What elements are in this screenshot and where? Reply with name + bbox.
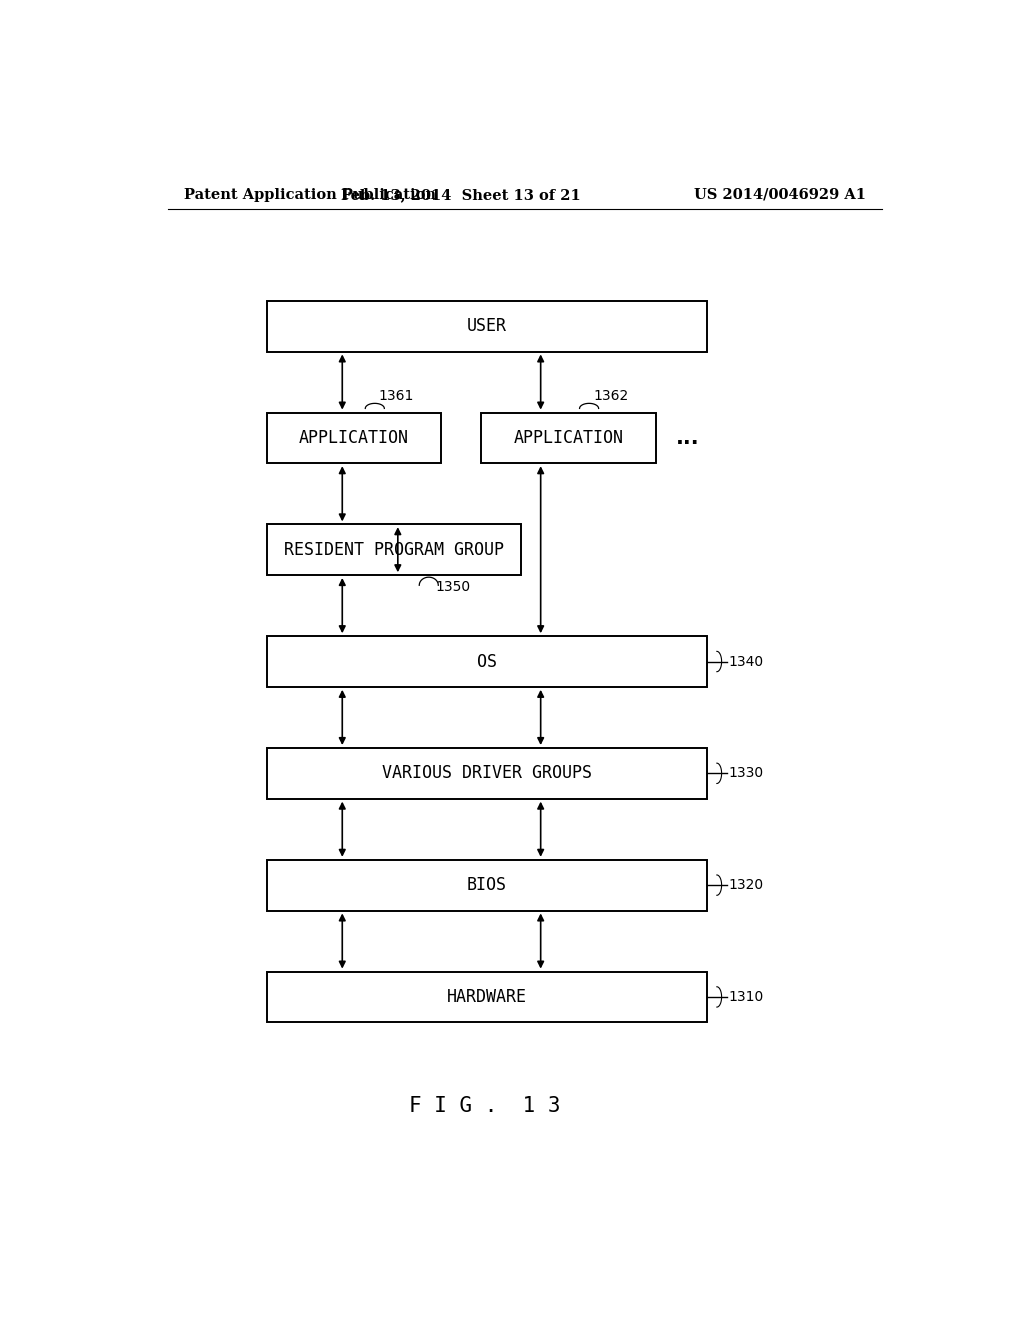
Bar [267,859,708,911]
Text: F I G .  1 3: F I G . 1 3 [410,1096,561,1115]
Text: APPLICATION: APPLICATION [513,429,624,447]
Bar [267,301,708,351]
Text: 1330: 1330 [729,767,764,780]
Bar [267,748,708,799]
Text: 1361: 1361 [379,389,414,404]
Text: 1340: 1340 [729,655,764,668]
Text: OS: OS [477,652,497,671]
Text: 1350: 1350 [435,581,470,594]
Bar [267,636,708,686]
Text: US 2014/0046929 A1: US 2014/0046929 A1 [694,187,866,202]
Text: Patent Application Publication: Patent Application Publication [183,187,435,202]
Text: BIOS: BIOS [467,876,507,894]
Text: 1310: 1310 [729,990,764,1005]
Text: HARDWARE: HARDWARE [447,987,527,1006]
Text: RESIDENT PROGRAM GROUP: RESIDENT PROGRAM GROUP [284,541,504,558]
Bar [267,972,708,1022]
Bar [267,524,521,576]
Text: 1362: 1362 [593,389,629,404]
Text: 1320: 1320 [729,878,764,892]
Bar [267,413,441,463]
Text: Feb. 13, 2014  Sheet 13 of 21: Feb. 13, 2014 Sheet 13 of 21 [341,187,582,202]
Text: APPLICATION: APPLICATION [299,429,410,447]
Text: VARIOUS DRIVER GROUPS: VARIOUS DRIVER GROUPS [382,764,592,783]
Bar [481,413,655,463]
Text: USER: USER [467,317,507,335]
Text: ...: ... [676,428,699,447]
